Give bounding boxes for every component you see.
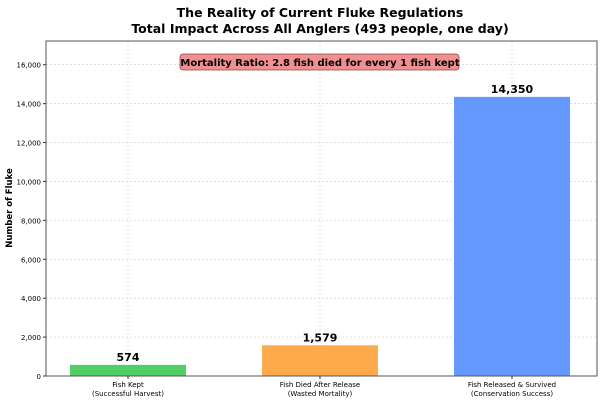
bar	[454, 96, 570, 376]
bar	[262, 345, 378, 376]
y-tick-label: 8,000	[21, 217, 41, 225]
y-axis-label: Number of Fluke	[5, 168, 15, 248]
y-tick-label: 4,000	[21, 295, 41, 303]
annotation-text: Mortality Ratio: 2.8 fish died for every…	[180, 58, 459, 69]
y-tick-label: 12,000	[17, 140, 42, 148]
bar	[70, 364, 186, 376]
x-tick-label: Fish Died After Release	[280, 381, 360, 389]
chart-subtitle: Total Impact Across All Anglers (493 peo…	[131, 21, 508, 36]
chart-title: The Reality of Current Fluke Regulations	[177, 5, 464, 20]
plot-frame	[45, 40, 598, 377]
bar-value-label: 1,579	[303, 331, 338, 344]
x-tick-label: Fish Kept	[112, 381, 144, 389]
y-tick-label: 2,000	[21, 334, 41, 342]
y-tick-label: 0	[37, 373, 41, 381]
x-tick-label: (Conservation Success)	[471, 390, 553, 398]
x-tick-label: (Successful Harvest)	[92, 390, 164, 398]
x-tick-label: (Wasted Mortality)	[288, 390, 353, 398]
bar-value-label: 574	[117, 351, 140, 364]
y-tick-label: 16,000	[17, 62, 42, 70]
y-tick-label: 6,000	[21, 256, 41, 264]
y-tick-label: 14,000	[17, 101, 42, 109]
x-tick-label: Fish Released & Survived	[468, 381, 556, 389]
annotation-box	[179, 53, 460, 71]
y-tick-label: 10,000	[17, 178, 42, 186]
bar-value-label: 14,350	[491, 83, 534, 96]
